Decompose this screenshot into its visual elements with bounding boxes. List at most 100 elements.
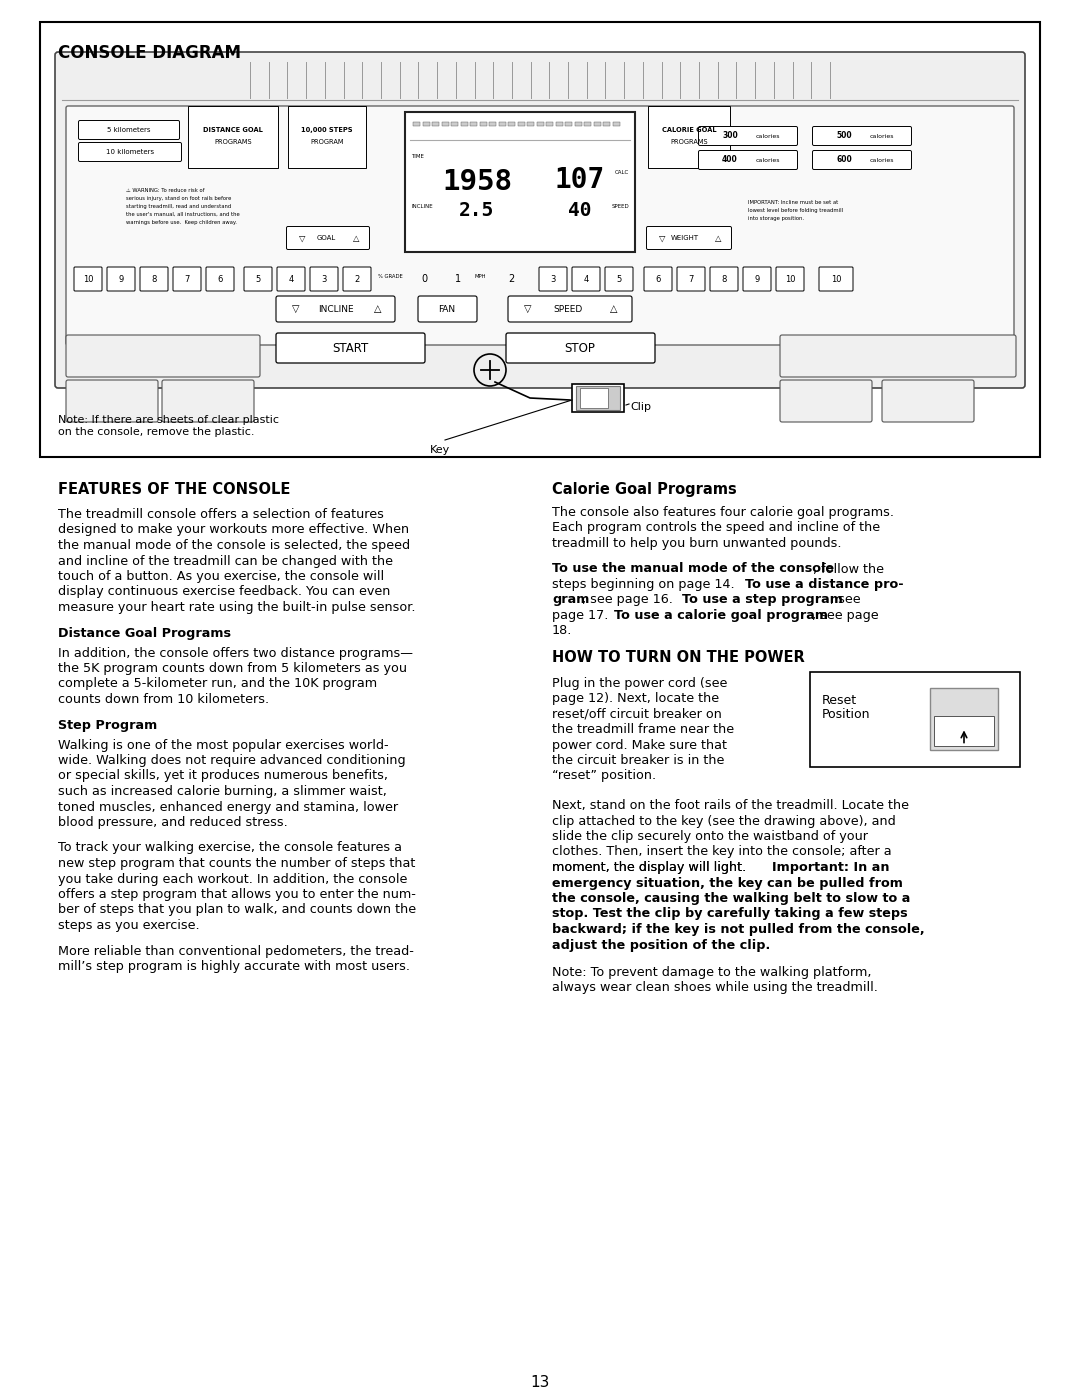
Text: 9: 9 (754, 274, 759, 284)
Bar (499, 122, 505, 126)
Bar (422, 122, 430, 126)
FancyBboxPatch shape (605, 267, 633, 291)
FancyBboxPatch shape (699, 127, 797, 145)
Text: calories: calories (869, 134, 894, 138)
Text: , see page: , see page (812, 609, 879, 622)
Text: starting treadmill, read and understand: starting treadmill, read and understand (126, 204, 231, 210)
Text: Distance Goal Programs: Distance Goal Programs (58, 626, 231, 640)
Text: measure your heart rate using the built-in pulse sensor.: measure your heart rate using the built-… (58, 601, 416, 615)
Text: “reset” position.: “reset” position. (552, 770, 657, 782)
Text: MPH: MPH (474, 274, 486, 278)
Text: CALORIE GOAL: CALORIE GOAL (662, 127, 716, 133)
Text: , see: , see (831, 594, 861, 606)
FancyBboxPatch shape (75, 267, 102, 291)
Bar (405, 112, 635, 251)
Text: calories: calories (756, 134, 780, 138)
Text: 0: 0 (421, 274, 427, 284)
Text: 400: 400 (723, 155, 738, 165)
Text: SPEED: SPEED (553, 305, 582, 313)
Text: ▽: ▽ (299, 233, 306, 243)
Text: 4: 4 (583, 274, 589, 284)
Text: ▽: ▽ (659, 233, 665, 243)
Text: Calorie Goal Programs: Calorie Goal Programs (552, 482, 737, 497)
Text: To track your walking exercise, the console features a: To track your walking exercise, the cons… (58, 841, 402, 855)
Text: 7: 7 (185, 274, 190, 284)
Text: stop. Test the clip by carefully taking a few steps: stop. Test the clip by carefully taking … (552, 908, 907, 921)
Text: STOP: STOP (565, 341, 595, 355)
Bar (603, 122, 610, 126)
Text: the user's manual, all instructions, and the: the user's manual, all instructions, and… (126, 212, 240, 217)
Text: mill’s step program is highly accurate with most users.: mill’s step program is highly accurate w… (58, 960, 410, 972)
Text: reset/off circuit breaker on: reset/off circuit breaker on (552, 707, 721, 721)
FancyBboxPatch shape (276, 296, 395, 321)
Text: 3: 3 (322, 274, 326, 284)
Text: such as increased calorie burning, a slimmer waist,: such as increased calorie burning, a sli… (58, 785, 387, 798)
Text: FAN: FAN (438, 305, 456, 313)
Text: 10 kilometers: 10 kilometers (106, 149, 154, 155)
FancyBboxPatch shape (780, 335, 1016, 377)
Text: DISTANCE GOAL: DISTANCE GOAL (203, 127, 262, 133)
Text: 2: 2 (508, 274, 514, 284)
Text: blood pressure, and reduced stress.: blood pressure, and reduced stress. (58, 816, 287, 828)
Text: 10: 10 (831, 274, 841, 284)
Bar (489, 122, 496, 126)
Text: slide the clip securely onto the waistband of your: slide the clip securely onto the waistba… (552, 830, 868, 842)
Bar (288, 106, 366, 168)
Text: page 17.: page 17. (552, 609, 612, 622)
Bar (934, 715, 994, 746)
Text: To use a calorie goal program: To use a calorie goal program (615, 609, 828, 622)
Text: ▽: ▽ (293, 305, 300, 314)
Text: power cord. Make sure that: power cord. Make sure that (552, 739, 727, 752)
Bar (40, 22, 1040, 457)
Text: 10: 10 (785, 274, 795, 284)
Text: 8: 8 (721, 274, 727, 284)
Bar (451, 122, 458, 126)
Text: Step Program: Step Program (58, 718, 158, 732)
Bar (442, 122, 448, 126)
Text: To use a distance pro-: To use a distance pro- (745, 578, 904, 591)
FancyBboxPatch shape (819, 267, 853, 291)
Text: new step program that counts the number of steps that: new step program that counts the number … (58, 856, 416, 870)
Text: Key: Key (430, 446, 450, 455)
Text: CONSOLE DIAGRAM: CONSOLE DIAGRAM (58, 43, 241, 61)
FancyBboxPatch shape (343, 267, 372, 291)
Text: 10: 10 (83, 274, 93, 284)
Text: 2.5: 2.5 (459, 201, 495, 219)
Text: 2: 2 (354, 274, 360, 284)
FancyBboxPatch shape (699, 151, 797, 169)
Text: calories: calories (756, 158, 780, 162)
FancyBboxPatch shape (418, 296, 477, 321)
FancyBboxPatch shape (882, 380, 974, 422)
Bar (810, 672, 1020, 767)
Bar (572, 384, 624, 412)
Text: clip attached to the key (see the drawing above), and: clip attached to the key (see the drawin… (552, 814, 895, 827)
Text: backward; if the key is not pulled from the console,: backward; if the key is not pulled from … (552, 923, 924, 936)
Text: Each program controls the speed and incline of the: Each program controls the speed and incl… (552, 521, 880, 535)
Text: SPEED: SPEED (611, 204, 629, 210)
Text: and incline of the treadmill can be changed with the: and incline of the treadmill can be chan… (58, 555, 393, 567)
Text: Position: Position (822, 707, 870, 721)
FancyBboxPatch shape (812, 127, 912, 145)
FancyBboxPatch shape (572, 267, 600, 291)
Text: or special skills, yet it produces numerous benefits,: or special skills, yet it produces numer… (58, 770, 388, 782)
Bar (188, 106, 278, 168)
Text: △: △ (375, 305, 381, 314)
Text: Walking is one of the most popular exercises world-: Walking is one of the most popular exerc… (58, 739, 389, 752)
FancyBboxPatch shape (777, 267, 804, 291)
Text: 1: 1 (455, 274, 461, 284)
FancyBboxPatch shape (276, 332, 426, 363)
Text: 5 kilometers: 5 kilometers (107, 127, 151, 133)
Bar (432, 122, 438, 126)
Text: PROGRAM: PROGRAM (310, 138, 343, 145)
Text: 13: 13 (530, 1375, 550, 1390)
Text: page 12). Next, locate the: page 12). Next, locate the (552, 692, 719, 705)
FancyBboxPatch shape (276, 267, 305, 291)
FancyBboxPatch shape (79, 142, 181, 162)
Text: % GRADE: % GRADE (378, 274, 403, 278)
FancyBboxPatch shape (812, 151, 912, 169)
Text: calories: calories (869, 158, 894, 162)
Text: 8: 8 (151, 274, 157, 284)
Bar (470, 122, 477, 126)
Text: moment, the display will light.: moment, the display will light. (552, 861, 746, 875)
Text: △: △ (610, 305, 618, 314)
